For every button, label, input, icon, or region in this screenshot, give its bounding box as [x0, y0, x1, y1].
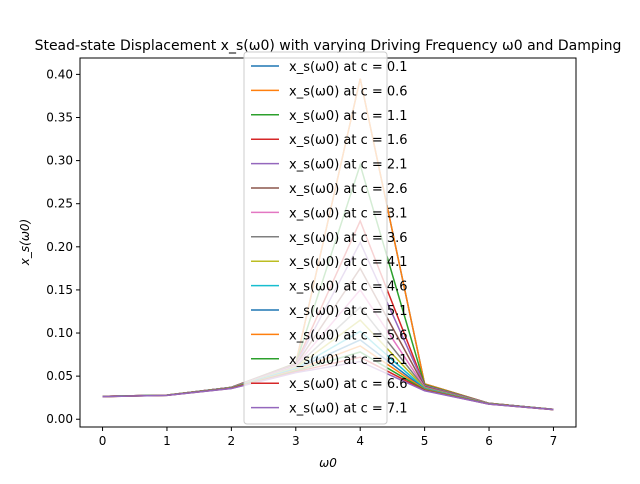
legend-frame: [243, 51, 388, 425]
legend-label: x_s(ω0) at c = 0.6: [289, 84, 408, 99]
x-tick-label: 4: [356, 434, 364, 448]
legend-label: x_s(ω0) at c = 3.6: [289, 231, 408, 246]
legend-label: x_s(ω0) at c = 1.1: [289, 109, 408, 124]
legend-label: x_s(ω0) at c = 0.1: [289, 60, 408, 75]
legend-label: x_s(ω0) at c = 6.1: [289, 353, 408, 368]
x-tick-label: 0: [99, 434, 107, 448]
x-tick-label: 3: [292, 434, 300, 448]
legend-label: x_s(ω0) at c = 2.1: [289, 158, 408, 173]
legend-label: x_s(ω0) at c = 4.6: [289, 280, 408, 295]
x-tick-label: 5: [421, 434, 429, 448]
y-axis-label: x_s(ω0): [18, 219, 32, 266]
legend-label: x_s(ω0) at c = 5.6: [289, 328, 408, 343]
legend: x_s(ω0) at c = 0.1 x_s(ω0) at c = 0.6 x_s(…: [243, 51, 408, 425]
y-tick-label: 0.15: [46, 283, 73, 297]
y-tick-label: 0.30: [46, 154, 73, 168]
x-tick-label: 7: [550, 434, 558, 448]
legend-label: x_s(ω0) at c = 1.6: [289, 133, 408, 148]
x-tick-label: 6: [485, 434, 493, 448]
x-tick-label: 2: [228, 434, 236, 448]
y-tick-label: 0.40: [46, 67, 73, 81]
legend-label: x_s(ω0) at c = 7.1: [289, 402, 408, 417]
legend-label: x_s(ω0) at c = 5.1: [289, 304, 408, 319]
y-tick-label: 0.10: [46, 326, 73, 340]
x-axis: 0 1 2 3 4 5 6 7: [99, 427, 558, 448]
y-tick-label: 0.00: [46, 412, 73, 426]
legend-label: x_s(ω0) at c = 2.6: [289, 182, 408, 197]
x-tick-label: 1: [163, 434, 171, 448]
y-axis: 0.00 0.05 0.10 0.15 0.20 0.25 0.30 0.35 0.40: [46, 67, 80, 426]
legend-label: x_s(ω0) at c = 6.6: [289, 377, 408, 392]
x-axis-label: ω0: [319, 456, 337, 470]
chart-title: Stead-state Displacement x_s(ω0) with va…: [35, 38, 622, 54]
y-tick-label: 0.20: [46, 240, 73, 254]
y-tick-label: 0.05: [46, 369, 73, 383]
legend-label: x_s(ω0) at c = 4.1: [289, 255, 408, 270]
legend-label: x_s(ω0) at c = 3.1: [289, 206, 408, 221]
y-tick-label: 0.25: [46, 197, 73, 211]
y-tick-label: 0.35: [46, 110, 73, 124]
